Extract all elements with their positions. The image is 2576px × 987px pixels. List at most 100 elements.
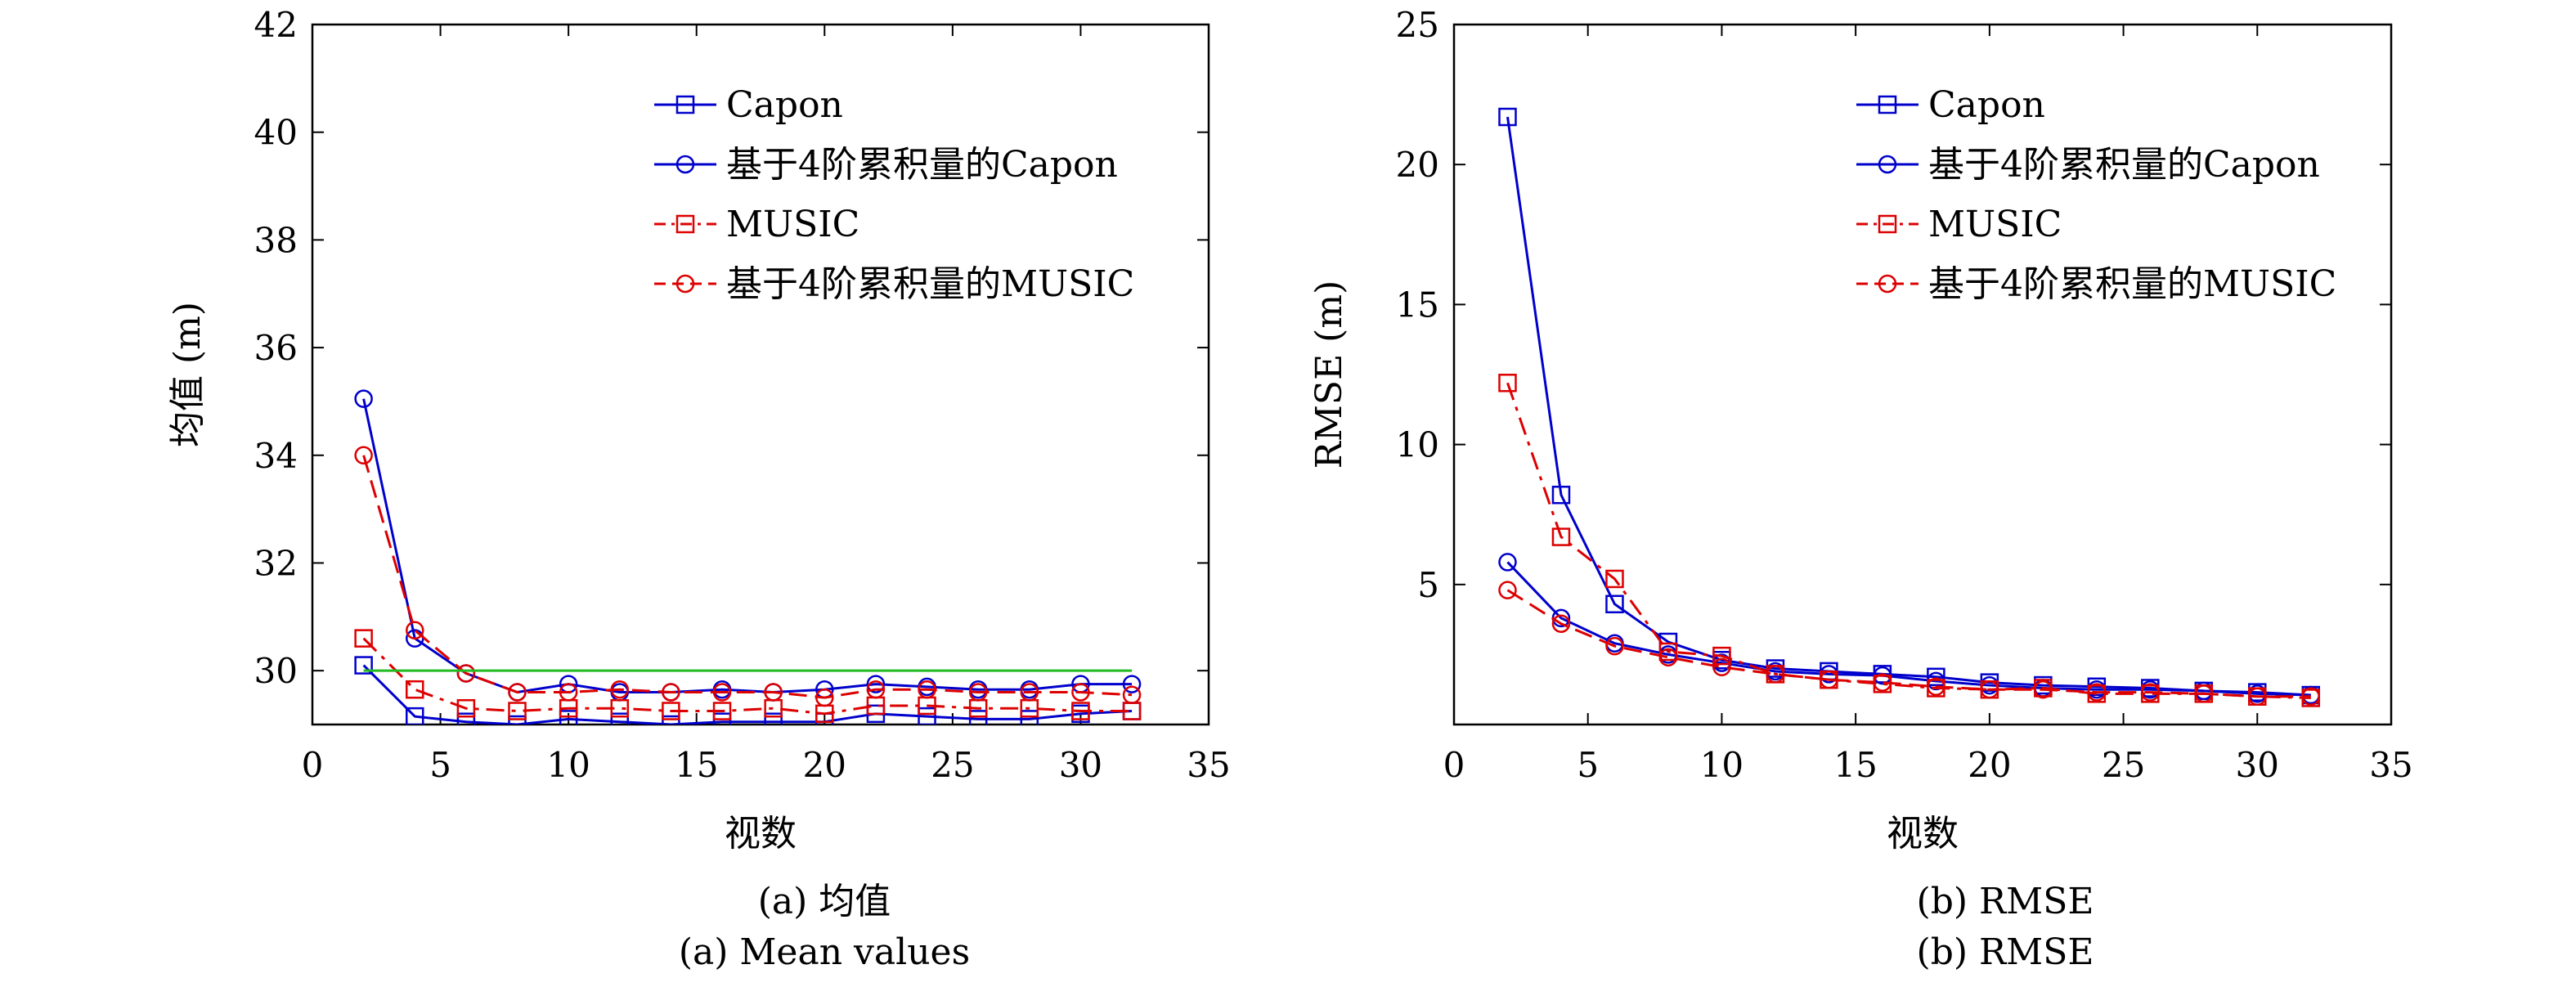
series-2-point: [1071, 702, 1090, 720]
legend-marker: [675, 155, 695, 174]
series-2-point: [662, 702, 680, 720]
legend-entry: MUSIC: [654, 204, 859, 245]
legend-entry: 基于4阶累积量的Capon: [1856, 144, 2320, 186]
series-2-point: [1658, 642, 1678, 662]
legend-entry: 基于4阶累积量的MUSIC: [1856, 263, 2336, 305]
x-tick-label: 20: [1968, 745, 2011, 785]
series-0-point: [354, 656, 373, 675]
series-3-point: [1551, 614, 1571, 633]
y-tick-label: 10: [1396, 425, 1439, 465]
series-3-point: [712, 683, 732, 702]
y-tick-label: 15: [1396, 285, 1439, 325]
series-3-point: [918, 680, 936, 699]
series-3-point: [1873, 673, 1892, 692]
x-tick-label: 15: [675, 745, 718, 785]
series-3-point: [1980, 680, 1999, 699]
series-3-line: [362, 455, 1133, 699]
y-axis-label: 均值 (m): [167, 302, 209, 447]
series-3-point: [1020, 683, 1039, 702]
legend-label: MUSIC: [726, 204, 859, 245]
series-3-point: [1820, 670, 1838, 689]
series-2-point: [456, 698, 476, 718]
series-3-point: [1927, 677, 1945, 697]
series-0-point: [918, 707, 936, 725]
series-3-point: [1122, 685, 1142, 705]
series-3-point: [1071, 683, 1090, 702]
x-tick-label: 30: [2236, 745, 2279, 785]
plot-frame: [1452, 23, 2393, 726]
series-2-point: [1712, 646, 1731, 666]
y-tick-label: 40: [254, 113, 298, 153]
series-1-line: [362, 398, 1133, 694]
legend-marker: [675, 95, 695, 114]
y-tick-label: 36: [254, 328, 298, 368]
legend-marker: [675, 274, 695, 294]
series-3-point: [456, 664, 476, 683]
legend-entry: Capon: [654, 84, 843, 126]
legend-label: MUSIC: [1928, 204, 2062, 245]
x-tick-label: 25: [2102, 745, 2145, 785]
y-tick-label: 42: [254, 5, 298, 45]
series-0-point: [968, 710, 988, 725]
series-3-point: [559, 683, 578, 702]
x-tick-label: 25: [931, 745, 974, 785]
series-0-point: [508, 715, 527, 725]
series-2-point: [1498, 374, 1517, 393]
series-1-point: [1122, 675, 1142, 693]
series-3-point: [1712, 657, 1731, 677]
series-3-point: [2034, 680, 2053, 699]
y-tick-label: 34: [254, 436, 298, 476]
x-axis-label: 视数: [1887, 813, 1959, 855]
legend-marker: [1878, 274, 1897, 294]
series-3-point: [508, 683, 527, 702]
series-0-point: [610, 712, 630, 725]
y-tick-label: 30: [254, 651, 298, 691]
series-2-line: [362, 637, 1133, 716]
y-tick-label: 38: [254, 220, 298, 260]
rmse-chart: 0 5 10 15 20 25 30 35 5 10 15 20 25 视数 RMSE (m) Capon 基于…: [1308, 5, 2413, 855]
caption-rmse: (b) RMSE (b) RMSE: [1596, 877, 2414, 978]
series-3-point: [1498, 581, 1517, 599]
legend-label: 基于4阶累积量的Capon: [1928, 144, 2320, 186]
series-0-point: [1551, 485, 1571, 505]
series-0-point: [712, 712, 732, 725]
legend-marker: [675, 214, 695, 234]
series-3-point: [2301, 687, 2321, 707]
caption-rmse-en: (b) RMSE: [1916, 931, 2094, 973]
caption-rmse-cn: (b) RMSE: [1916, 881, 2094, 922]
series-1-point: [354, 389, 373, 408]
series-3-point: [2194, 684, 2214, 703]
x-tick-label: 0: [302, 745, 324, 785]
series-0-point: [1020, 710, 1039, 725]
legend-marker: [1878, 214, 1897, 234]
x-tick-label: 5: [1577, 745, 1599, 785]
x-tick-label: 35: [2369, 745, 2412, 785]
caption-mean-en: (a) Mean values: [678, 931, 971, 973]
series-3-point: [354, 446, 373, 465]
series-2-point: [1605, 569, 1624, 589]
series-3-point: [1658, 648, 1678, 667]
series-3-point: [2087, 683, 2107, 702]
y-tick-label: 20: [1396, 145, 1439, 185]
x-axis-label: 视数: [725, 813, 797, 855]
y-tick-label: 25: [1396, 5, 1439, 45]
series-2-line: [1506, 382, 2311, 699]
series-3-point: [2141, 683, 2160, 702]
series-2-point: [712, 702, 732, 720]
series-1-line: [1506, 561, 2311, 697]
x-tick-label: 30: [1059, 745, 1102, 785]
series-3-point: [1605, 636, 1624, 656]
series-3-point: [968, 683, 988, 702]
series-3-point: [406, 621, 424, 640]
legend-entry: Capon: [1856, 84, 2045, 126]
legend-marker: [1878, 95, 1897, 114]
series-3-line: [1506, 589, 2311, 698]
series-0-point: [662, 715, 680, 725]
series-2-point: [406, 680, 424, 699]
series-0-point: [764, 712, 783, 725]
series-3-point: [610, 680, 630, 699]
legend-entry: 基于4阶累积量的Capon: [654, 144, 1118, 186]
series-0-point: [1605, 594, 1624, 614]
series-3-point: [866, 680, 886, 699]
x-tick-label: 35: [1187, 745, 1230, 785]
